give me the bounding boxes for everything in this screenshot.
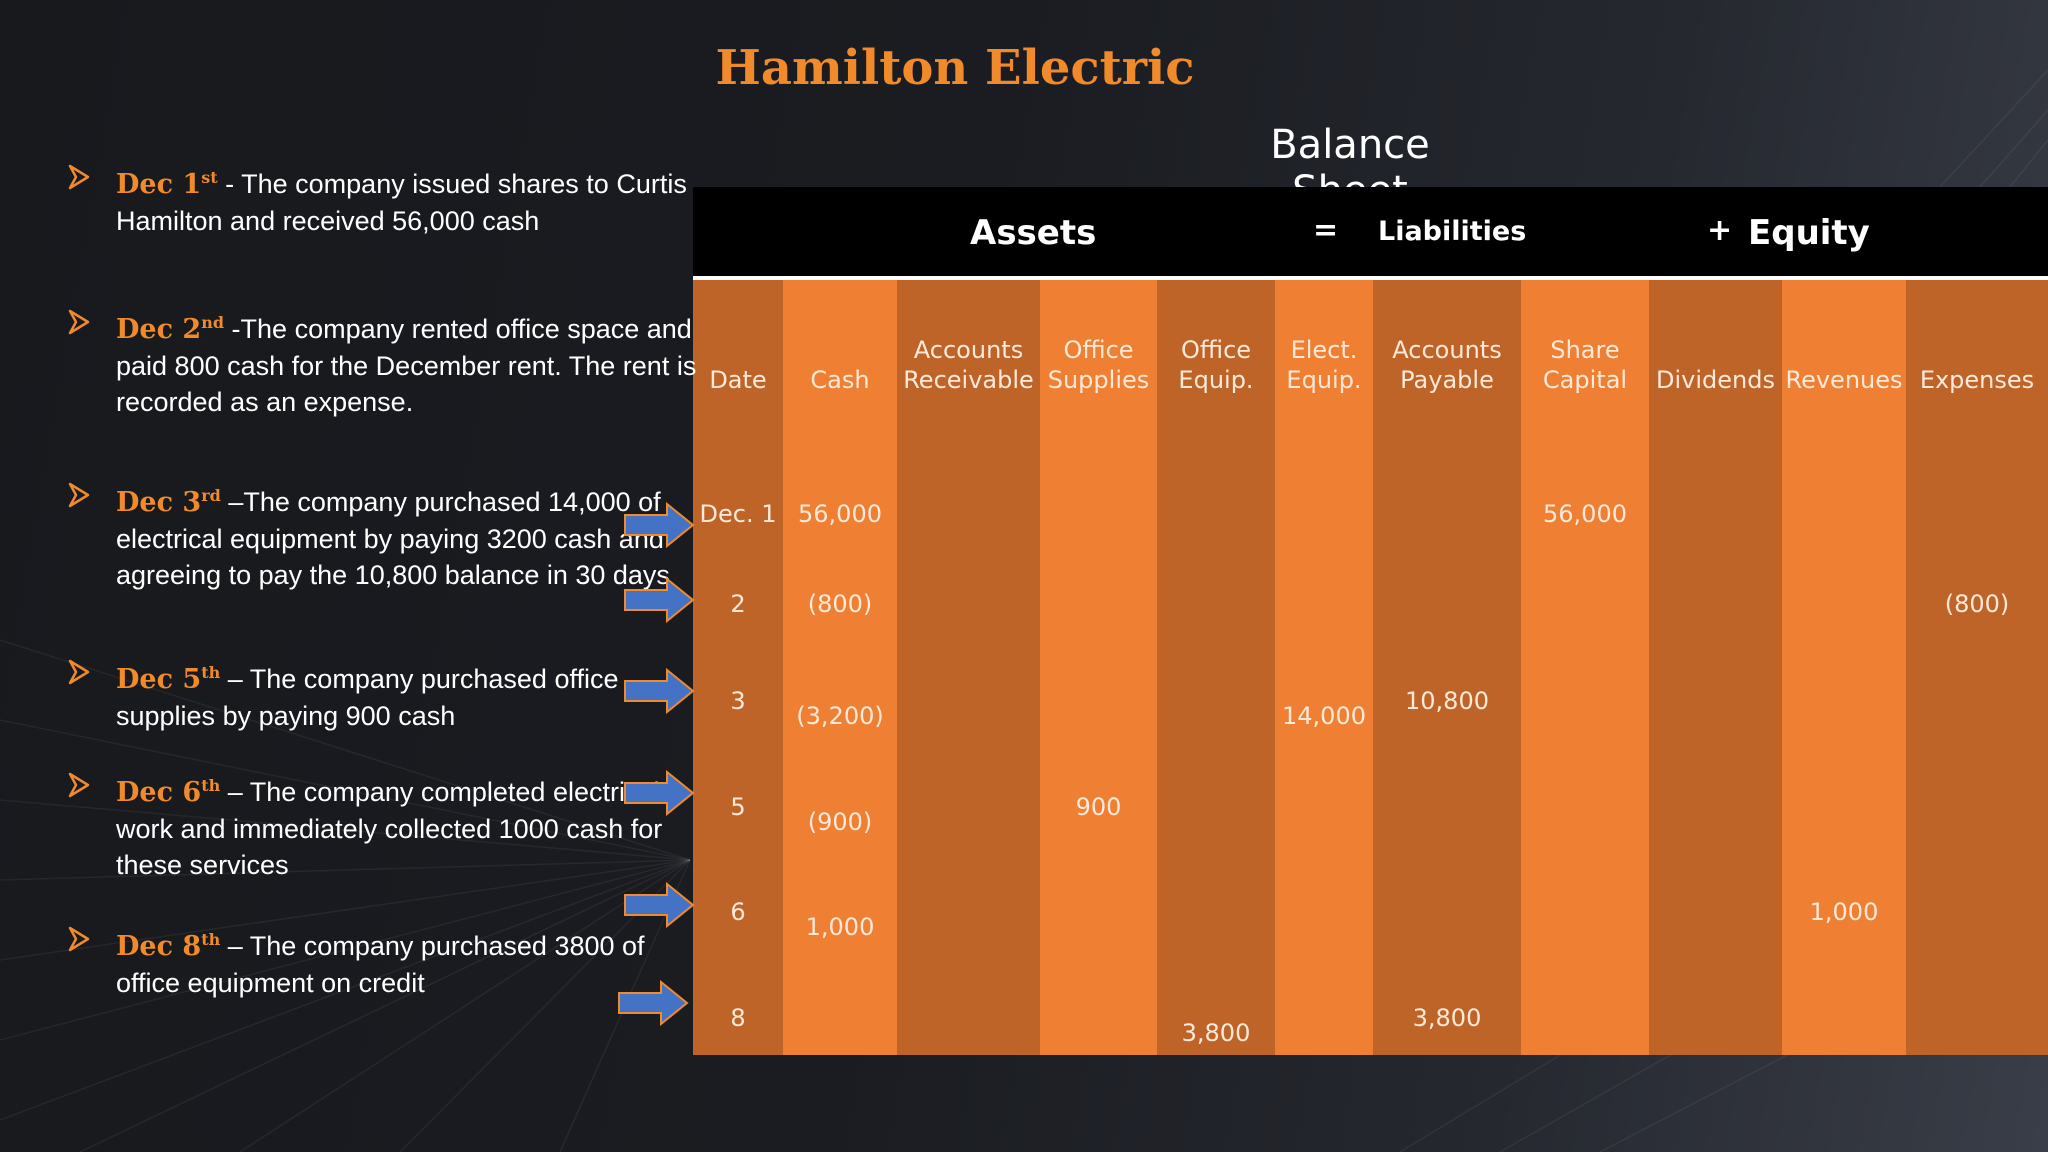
table-cell: 5 (730, 793, 746, 821)
arrow-right-icon (624, 882, 695, 928)
assets-label: Assets (970, 213, 1097, 253)
table-cell: (800) (807, 590, 873, 618)
column-header: Office Equip. (1178, 336, 1254, 394)
equals-sign: = (1313, 213, 1339, 248)
column-header: Dividends (1656, 366, 1775, 394)
arrow-right-icon (624, 770, 695, 816)
transaction-text: Dec 1st - The company issued shares to C… (116, 168, 687, 236)
arrowhead-bullet-icon (68, 164, 90, 190)
column-header: Accounts Receivable (903, 336, 1034, 394)
table-cell: 900 (1075, 793, 1122, 821)
column-exp: Expenses (800) (1906, 280, 2048, 1055)
transaction-date: Dec 6th (116, 776, 221, 808)
column-header: Elect. Equip. (1286, 336, 1362, 394)
column-sc: Share Capital 56,000 (1521, 280, 1649, 1055)
column-header: Expenses (1919, 366, 2035, 394)
arrow-right-icon (624, 577, 695, 623)
transaction-date: Dec 8th (116, 930, 221, 962)
table-cell: 6 (730, 898, 746, 926)
column-os: Office Supplies 900 (1040, 280, 1157, 1055)
column-date: Date Dec. 1 2 3 5 6 8 (693, 280, 783, 1055)
column-header: Share Capital (1542, 336, 1628, 394)
page-title: Hamilton Electric (715, 40, 1195, 96)
table-cell: 1,000 (805, 913, 875, 941)
column-header: Accounts Payable (1392, 336, 1502, 394)
arrowhead-bullet-icon (68, 659, 90, 685)
transaction-date: Dec 3rd (116, 486, 221, 518)
column-rev: Revenues 1,000 (1782, 280, 1906, 1055)
table-cell: 8 (730, 1004, 746, 1032)
table-cell: 1,000 (1809, 898, 1879, 926)
equity-label: Equity (1748, 213, 1870, 253)
accounting-equation-bar: Assets = Liabilities + Equity (693, 187, 2048, 280)
column-ee: Elect. Equip. 14,000 (1275, 280, 1373, 1055)
column-ar: Accounts Receivable (897, 280, 1040, 1055)
table-cell: 14,000 (1282, 702, 1366, 730)
arrow-right-icon (624, 502, 695, 548)
column-ap: Accounts Payable 10,800 3,800 (1373, 280, 1521, 1055)
table-cell: 56,000 (1543, 500, 1627, 528)
liabilities-label: Liabilities (1378, 216, 1527, 247)
column-header: Date (709, 366, 767, 394)
arrowhead-bullet-icon (68, 926, 90, 952)
column-div: Dividends (1649, 280, 1782, 1055)
transaction-date: Dec 1st (116, 168, 218, 200)
transaction-text: Dec 6th – The company completed electric… (116, 776, 663, 880)
column-oe: Office Equip. 3,800 (1157, 280, 1275, 1055)
column-header: Revenues (1785, 366, 1903, 394)
table-cell: 3 (730, 687, 746, 715)
transaction-text: Dec 8th – The company purchased 3800 of … (116, 930, 645, 998)
table-cell: (800) (1944, 590, 2010, 618)
column-header: Office Supplies (1047, 336, 1150, 394)
table-cell: 2 (730, 590, 746, 618)
table-cell: Dec. 1 (699, 500, 777, 528)
arrow-right-icon (618, 980, 689, 1026)
column-cash: Cash 56,000 (800) (3,200) (900) 1,000 (783, 280, 897, 1055)
transaction-date: Dec 5th (116, 663, 221, 695)
arrow-right-icon (624, 668, 695, 714)
arrowhead-bullet-icon (68, 772, 90, 798)
arrowhead-bullet-icon (68, 309, 90, 335)
transaction-date: Dec 2nd (116, 313, 225, 345)
transaction-text: Dec 3rd –The company purchased 14,000 of… (116, 486, 670, 590)
table-cell: 56,000 (798, 500, 882, 528)
table-cell: 10,800 (1405, 687, 1489, 715)
column-header: Cash (810, 366, 870, 394)
table-cell: 3,800 (1181, 1019, 1251, 1047)
table-cell: (3,200) (796, 702, 884, 730)
table-cell: 3,800 (1412, 1004, 1482, 1032)
transaction-text: Dec 2nd -The company rented office space… (116, 313, 697, 417)
plus-sign: + (1707, 213, 1733, 248)
arrowhead-bullet-icon (68, 482, 90, 508)
transaction-text: Dec 5th – The company purchased office s… (116, 663, 619, 731)
table-cell: (900) (807, 808, 873, 836)
